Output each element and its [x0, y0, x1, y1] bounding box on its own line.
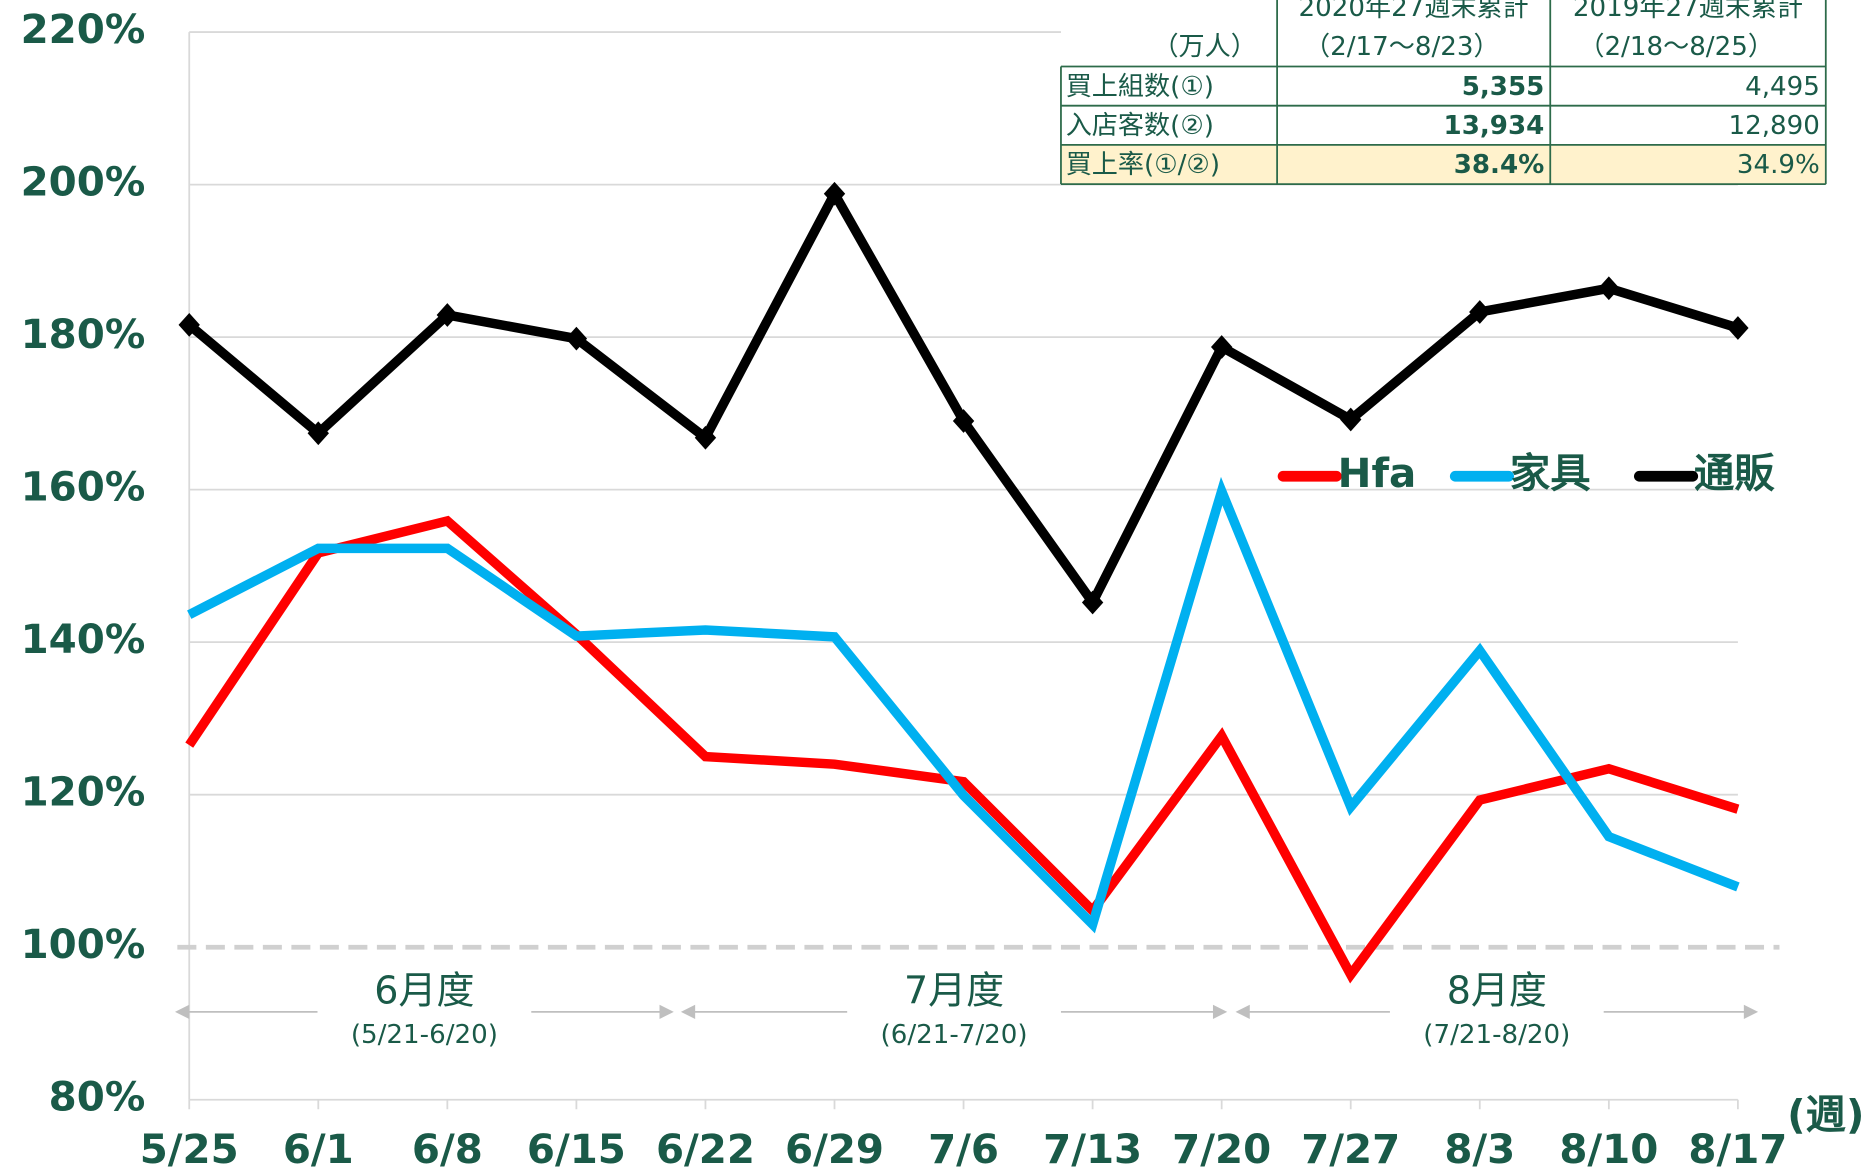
arrow-head: [174, 1004, 190, 1019]
point-marker: [1210, 335, 1233, 359]
arrow-head: [659, 1004, 674, 1019]
x-tick-label: 6/22: [656, 1126, 755, 1171]
annotation-sub: (5/21-6/20): [351, 1020, 498, 1050]
x-tick-label: 6/15: [527, 1126, 626, 1171]
y-tick-label: 200%: [21, 159, 146, 206]
annotation-sub: (7/21-8/20): [1423, 1020, 1570, 1050]
series-line: [187, 476, 1740, 934]
table-unit: （万人）: [1152, 32, 1256, 62]
y-tick-label: 100%: [21, 921, 146, 968]
y-tick-label: 220%: [21, 6, 146, 53]
table-cell: 34.9%: [1737, 150, 1820, 180]
annotation-label: 8月度: [1447, 968, 1547, 1012]
table-column-header: （2/17～8/23）: [1304, 32, 1500, 62]
point-marker: [436, 303, 459, 327]
x-tick-label: 7/20: [1172, 1126, 1271, 1171]
summary-table: （万人） 2020年27週末累計 （2/17～8/23） 2019年27週末累計 （2/…: [1060, 0, 1827, 185]
x-axis-label: (週): [1787, 1092, 1863, 1139]
table-cell: 買上率(①/②): [1066, 150, 1220, 180]
y-tick-label: 160%: [21, 464, 146, 511]
x-tick-label: 8/3: [1444, 1126, 1515, 1171]
x-tick-label: 7/6: [928, 1126, 999, 1171]
table-cell: 5,355: [1462, 72, 1545, 102]
point-marker: [694, 425, 717, 450]
point-marker: [178, 313, 200, 337]
table-cell: 買上組数(①): [1066, 72, 1214, 102]
point-marker: [307, 421, 329, 446]
point-marker: [1340, 407, 1362, 432]
legend-label: Hfa: [1338, 450, 1417, 497]
table-highlight: [1060, 144, 1826, 185]
point-marker: [1727, 316, 1749, 340]
legend-label: 家具: [1510, 450, 1591, 497]
x-tick-label: 6/29: [785, 1126, 884, 1171]
annotation-label: 7月度: [904, 968, 1004, 1012]
point-marker: [823, 181, 846, 206]
x-tick-label: 6/8: [412, 1126, 483, 1171]
annotation-sub: (6/21-7/20): [881, 1020, 1028, 1050]
table-column-header: 2019年27週末累計: [1573, 0, 1803, 23]
table-header-bg: [1060, 0, 1826, 67]
x-tick-label: 7/27: [1301, 1126, 1400, 1171]
y-tick-label: 180%: [21, 311, 146, 358]
x-tick-label: 5/25: [140, 1126, 239, 1171]
table-cell: 12,890: [1728, 111, 1819, 141]
table-column-header: 2020年27週末累計: [1299, 0, 1529, 23]
table-cell: 4,495: [1745, 72, 1820, 102]
arrow-head: [1212, 1004, 1228, 1019]
x-tick-label: 7/13: [1043, 1126, 1142, 1171]
table-cell: 38.4%: [1454, 150, 1545, 180]
point-marker: [565, 326, 588, 351]
x-tick-label: 8/17: [1688, 1126, 1787, 1171]
y-tick-label: 140%: [21, 616, 146, 663]
table-cell: 13,934: [1444, 111, 1545, 141]
x-tick-label: 8/10: [1559, 1126, 1658, 1171]
arrow-head: [1743, 1004, 1759, 1019]
series-line: [186, 183, 1740, 612]
series-line: [185, 515, 1740, 984]
arrow-head: [680, 1004, 696, 1019]
point-marker: [1598, 276, 1620, 301]
annotation-label: 6月度: [374, 968, 474, 1012]
x-tick-label: 6/1: [283, 1126, 354, 1171]
table-cell: 入店客数(②): [1066, 111, 1214, 141]
point-marker: [1469, 300, 1491, 324]
y-tick-label: 80%: [49, 1074, 146, 1121]
legend-label: 通販: [1694, 450, 1775, 497]
y-tick-label: 120%: [21, 769, 146, 816]
table-column-header: （2/18～8/25）: [1578, 32, 1774, 62]
arrow-head: [1235, 1004, 1250, 1019]
